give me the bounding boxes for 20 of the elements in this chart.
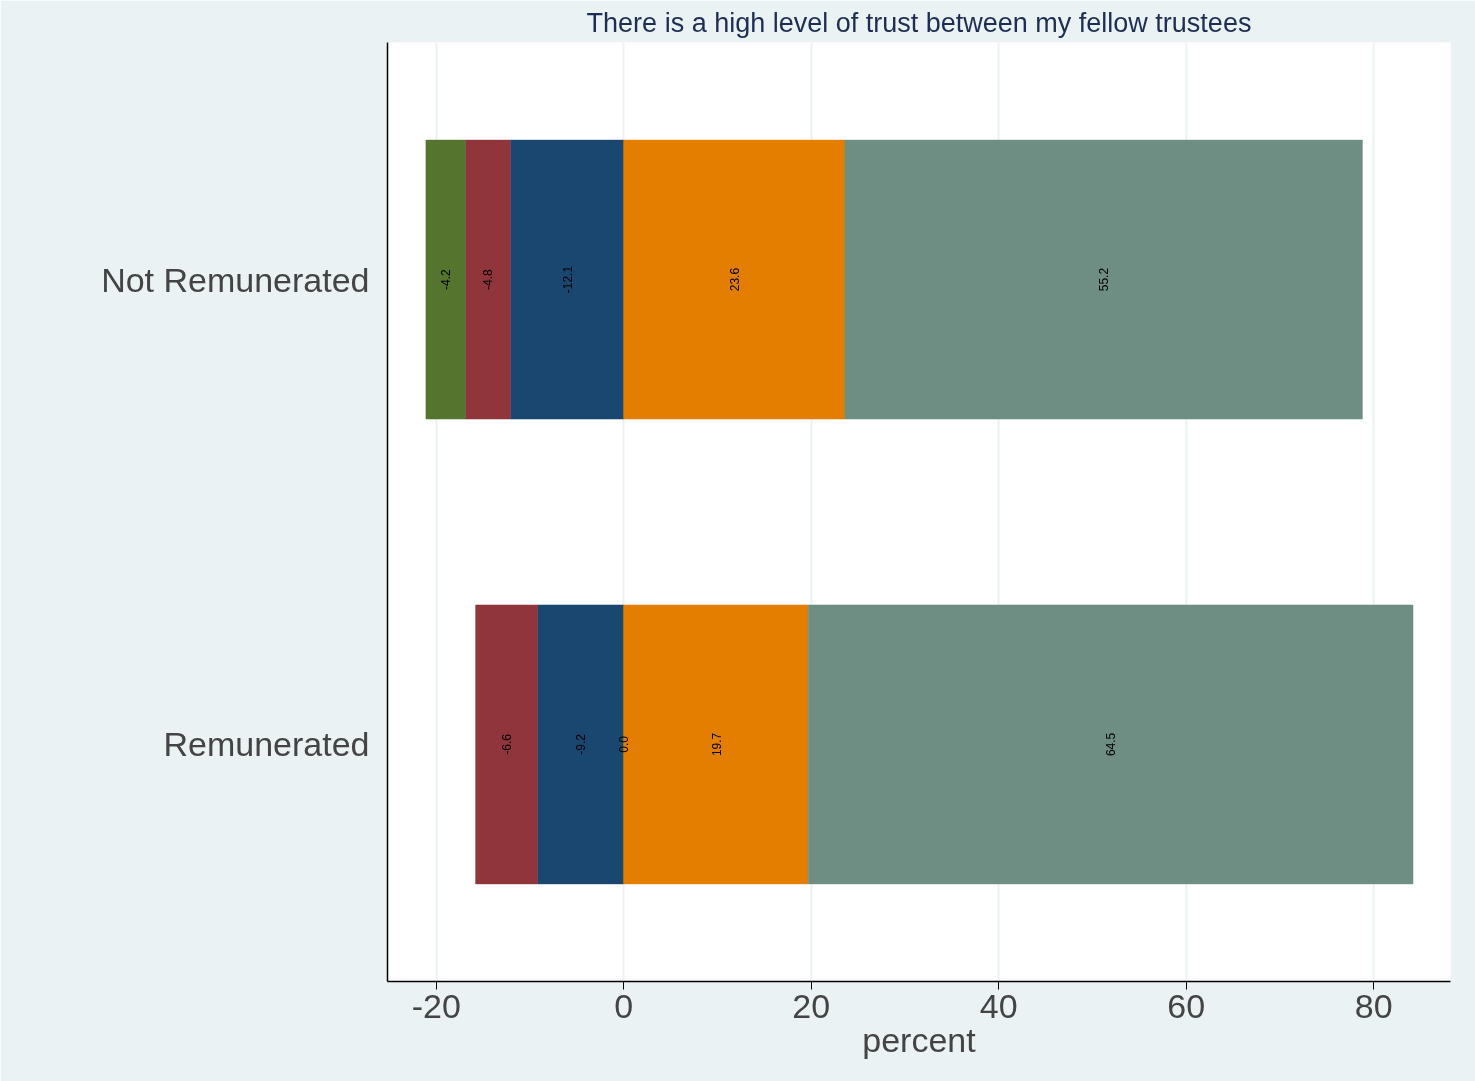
data-label: -12.1 <box>560 265 575 294</box>
x-axis-title: percent <box>862 1020 977 1059</box>
data-label: 64.5 <box>1104 732 1119 757</box>
data-label: 0.0 <box>617 735 632 753</box>
data-label: -4.2 <box>439 268 454 290</box>
x-tick-label: 60 <box>1167 986 1206 1025</box>
x-tick-label: 0 <box>614 986 634 1025</box>
data-label: -9.2 <box>574 733 589 755</box>
data-label: -4.8 <box>481 268 496 290</box>
data-label: 19.7 <box>709 732 724 757</box>
data-label: 23.6 <box>727 267 742 292</box>
chart-title: There is a high level of trust between my fellow trustees <box>586 7 1252 38</box>
data-label: 55.2 <box>1097 267 1112 292</box>
data-label: -6.6 <box>500 733 515 755</box>
x-tick-label: 20 <box>792 986 831 1025</box>
x-tick-label: 40 <box>979 986 1018 1025</box>
y-tick-label: Not Remunerated <box>101 260 370 299</box>
y-tick-label: Remunerated <box>163 725 370 764</box>
x-tick-label: -20 <box>411 986 461 1025</box>
x-tick-label: 80 <box>1354 986 1393 1025</box>
